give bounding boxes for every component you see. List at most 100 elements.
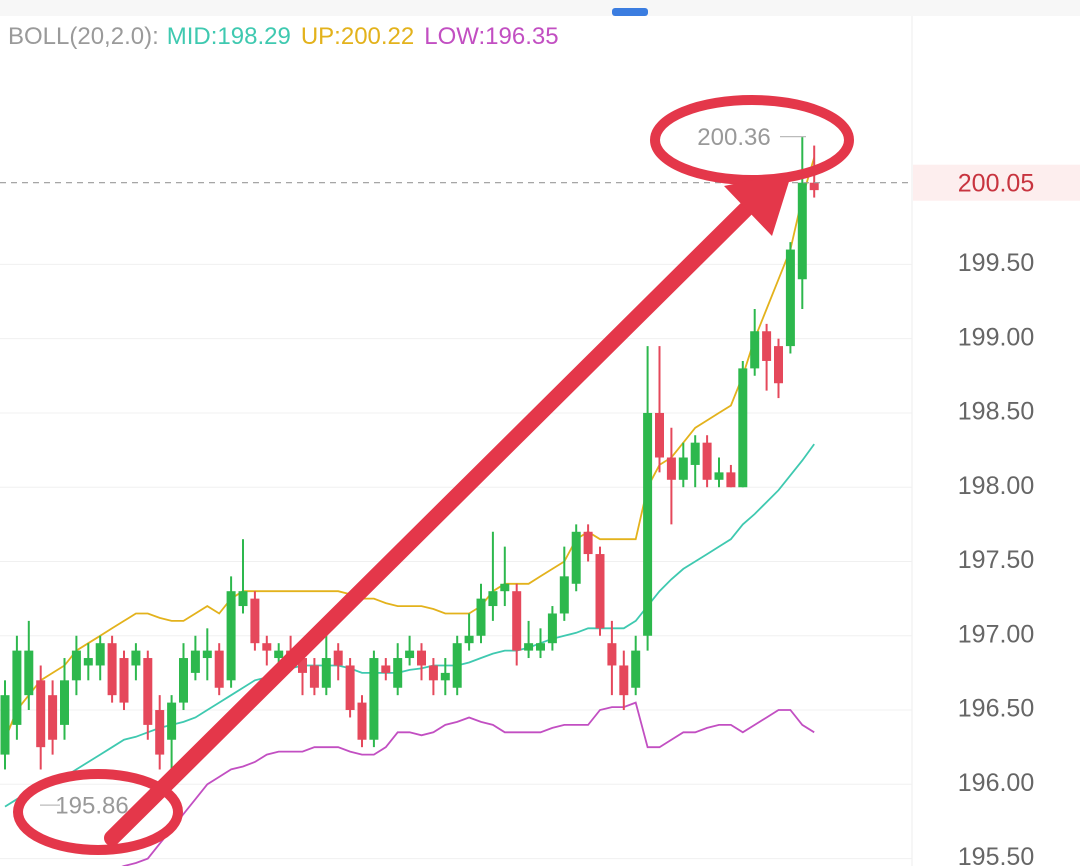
candle-body <box>464 635 474 644</box>
legend-label: LOW: <box>424 23 485 50</box>
band-line <box>121 701 815 866</box>
candle-body <box>583 531 593 555</box>
candle-body <box>381 665 391 673</box>
candle-body <box>226 591 236 681</box>
candle-body <box>607 643 617 666</box>
candle-body <box>214 650 224 688</box>
candle-body <box>274 650 284 659</box>
candle-body <box>309 665 319 688</box>
max-label: 200.36 <box>697 124 770 151</box>
candle-body <box>655 412 664 458</box>
legend-label: UP: <box>301 23 341 50</box>
candle-body <box>500 583 510 592</box>
candle-body <box>179 658 188 703</box>
candle-body <box>83 658 93 666</box>
plot-area <box>0 136 912 866</box>
candle-body <box>559 576 569 614</box>
candle-body <box>95 643 105 666</box>
arrow-head <box>724 172 792 236</box>
candle-body <box>631 650 641 688</box>
tab-indicator <box>612 8 648 16</box>
y-tick-label: 198.50 <box>958 398 1034 426</box>
band-line <box>4 157 816 741</box>
candle-body <box>405 650 415 659</box>
candle-body <box>298 658 307 673</box>
candle-body <box>714 472 724 480</box>
candle-body <box>48 695 58 740</box>
candle-body <box>643 412 653 636</box>
indicator-name: BOLL(20,2.0): <box>8 23 159 50</box>
highlight-circle <box>13 769 183 855</box>
candle-body <box>24 650 34 696</box>
candle-body <box>321 658 331 688</box>
highlight-circle <box>650 95 854 185</box>
candle-body <box>190 650 200 673</box>
candle-body <box>345 665 355 711</box>
last-price-box <box>913 164 1080 201</box>
candle-body <box>678 457 688 480</box>
candle-body <box>738 368 748 488</box>
candle-body <box>417 650 426 666</box>
candle-body <box>595 554 605 629</box>
legend-value: 196.35 <box>485 23 558 50</box>
top-bar <box>0 0 1080 16</box>
price-axis: 195.50 196.00 196.50 197.00 197.50 198.00 198.… <box>913 164 1080 866</box>
candle-body <box>702 442 712 480</box>
candle-body <box>690 442 700 465</box>
candle-body <box>476 598 486 636</box>
candle-body <box>512 591 522 651</box>
candle-body <box>762 331 772 361</box>
candle-body <box>547 613 557 644</box>
candle-body <box>131 650 141 666</box>
y-tick-label: 199.00 <box>958 323 1034 351</box>
y-tick-label: 196.00 <box>958 769 1034 797</box>
y-tick-label: 197.00 <box>958 620 1034 648</box>
candle-body <box>524 643 534 651</box>
candle-body <box>0 695 10 755</box>
candle-body <box>167 702 177 740</box>
candle-body <box>726 472 736 488</box>
y-tick-label: 198.00 <box>958 472 1034 500</box>
candle-body <box>262 643 272 651</box>
y-tick-label: 199.50 <box>958 249 1034 277</box>
candle-body <box>202 650 212 659</box>
candle-body <box>750 331 760 369</box>
y-tick-label: 195.50 <box>958 843 1034 866</box>
annotations: 200.36 195.86 <box>13 95 854 855</box>
last-price-label: 200.05 <box>958 169 1034 197</box>
min-label: 195.86 <box>55 792 128 819</box>
candle-body <box>536 643 545 651</box>
candle-body <box>797 182 807 280</box>
candle-body <box>488 591 498 607</box>
candle-body <box>107 643 117 696</box>
candle-body <box>357 702 367 740</box>
legend-value: 198.29 <box>217 23 290 50</box>
candle-body <box>119 658 129 703</box>
candle-body <box>369 658 379 740</box>
candle-body <box>333 650 343 666</box>
candle-body <box>785 249 795 347</box>
band-line <box>4 443 815 808</box>
candle-body <box>809 182 819 191</box>
candle-body <box>774 346 783 384</box>
candle-body <box>571 531 581 584</box>
candle-body <box>36 680 46 748</box>
candle-body <box>60 680 69 725</box>
candle-body <box>440 672 450 681</box>
legend-value: 200.22 <box>341 23 414 50</box>
candle-body <box>666 457 676 480</box>
y-tick-label: 197.50 <box>958 546 1034 574</box>
candle-body <box>393 658 403 688</box>
candle-body <box>143 658 153 725</box>
arrow-shaft <box>104 202 753 846</box>
candle-body <box>452 643 462 688</box>
candle-body <box>428 665 438 681</box>
candle-body <box>71 650 81 681</box>
candle-body <box>238 591 248 607</box>
candle-body <box>155 710 165 755</box>
candle-body <box>619 665 629 696</box>
candle-body <box>250 598 260 644</box>
candle-body <box>12 650 22 725</box>
legend-label: MID: <box>167 23 218 50</box>
